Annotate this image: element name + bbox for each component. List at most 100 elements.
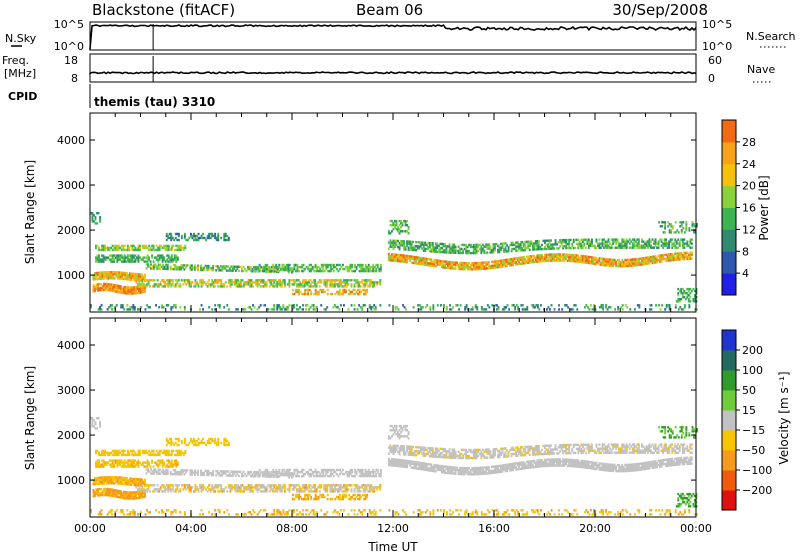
- power-cell: [181, 246, 184, 250]
- power-cell: [406, 224, 408, 227]
- power-cell: [227, 308, 230, 311]
- power-cell: [257, 269, 260, 273]
- velocity-cell: [331, 497, 334, 501]
- power-cell: [537, 248, 540, 251]
- power-cell: [548, 259, 551, 262]
- power-cell: [106, 275, 109, 278]
- power-cell: [116, 277, 119, 280]
- velocity-cell: [378, 474, 381, 478]
- velocity-cell: [99, 511, 101, 514]
- velocity-cell: [128, 459, 131, 462]
- power-cell: [346, 269, 349, 273]
- power-cell: [101, 258, 103, 261]
- velocity-cell: [237, 486, 239, 489]
- power-cell: [193, 232, 195, 236]
- power-cell: [377, 281, 380, 284]
- power-cell: [634, 244, 637, 247]
- power-cell: [156, 267, 159, 270]
- power-cell: [500, 265, 502, 268]
- power-cell: [128, 258, 131, 261]
- power-cell: [465, 243, 468, 247]
- velocity-cell: [155, 463, 158, 466]
- power-cell: [510, 247, 513, 251]
- power-cell: [551, 245, 554, 248]
- power-cell: [553, 259, 555, 262]
- power-cell: [563, 240, 566, 244]
- power-cell: [669, 238, 672, 241]
- velocity-cell: [149, 490, 151, 493]
- power-cell: [97, 212, 100, 215]
- power-cell: [339, 267, 341, 271]
- power-cell: [250, 285, 253, 288]
- velocity-cell: [305, 497, 308, 501]
- power-cell: [141, 283, 144, 286]
- power-cell: [437, 259, 440, 262]
- velocity-cell: [202, 486, 204, 489]
- velocity-cell: [208, 511, 211, 514]
- power-cell: [309, 283, 312, 286]
- velocity-cell: [139, 451, 141, 455]
- power-cell: [487, 263, 490, 266]
- power-cell: [273, 265, 276, 269]
- velocity-cell: [115, 478, 118, 481]
- velocity-cell: [364, 497, 367, 501]
- power-cell: [674, 231, 677, 234]
- velocity-cell: [237, 488, 239, 491]
- power-cell: [98, 246, 100, 250]
- power-cell: [358, 290, 361, 294]
- velocity-cell: [276, 486, 279, 489]
- power-cell: [142, 246, 144, 250]
- power-cell: [618, 262, 621, 266]
- velocity-cell: [121, 482, 124, 485]
- velocity-cell: [344, 486, 347, 489]
- power-cell: [120, 244, 123, 248]
- power-cell: [350, 285, 353, 288]
- power-cell: [174, 232, 177, 236]
- power-cell: [439, 263, 442, 267]
- velocity-cell: [123, 449, 126, 453]
- power-cell: [391, 255, 393, 258]
- velocity-cell: [159, 472, 162, 475]
- colorbar-tick-label: 16: [742, 202, 756, 215]
- power-cell: [451, 243, 454, 246]
- velocity-cell: [338, 490, 341, 493]
- power-cell: [675, 254, 678, 257]
- power-cell: [235, 281, 238, 284]
- power-cell: [642, 240, 645, 243]
- velocity-cell: [362, 488, 365, 491]
- velocity-cell: [364, 472, 367, 476]
- power-cell: [513, 259, 516, 262]
- power-cell: [206, 264, 208, 268]
- power-cell: [536, 304, 539, 307]
- power-cell: [125, 286, 128, 289]
- power-cell: [125, 256, 128, 259]
- power-cell: [604, 258, 607, 261]
- power-cell: [515, 261, 518, 264]
- velocity-cell: [232, 486, 235, 489]
- power-cell: [128, 272, 131, 275]
- velocity-cell: [92, 495, 95, 498]
- power-cell: [618, 242, 621, 245]
- power-cell: [111, 244, 114, 248]
- power-cell: [197, 283, 200, 286]
- power-cell: [376, 281, 379, 284]
- velocity-cell: [264, 486, 267, 489]
- power-cell: [475, 243, 478, 247]
- power-cell: [215, 279, 218, 282]
- power-cell: [459, 263, 462, 267]
- power-cell: [474, 304, 477, 307]
- power-cell: [688, 229, 691, 232]
- power-cell: [387, 252, 390, 256]
- velocity-cell: [351, 470, 353, 474]
- velocity-cell: [314, 490, 317, 493]
- velocity-cell: [101, 465, 103, 468]
- power-cell: [501, 244, 504, 247]
- velocity-cell: [306, 486, 309, 489]
- velocity-cell: [320, 493, 323, 497]
- power-cell: [556, 255, 558, 258]
- velocity-cell: [280, 490, 283, 493]
- velocity-cell: [356, 484, 359, 487]
- power-cell: [413, 244, 416, 248]
- velocity-cell: [215, 443, 218, 447]
- velocity-cell: [267, 472, 270, 476]
